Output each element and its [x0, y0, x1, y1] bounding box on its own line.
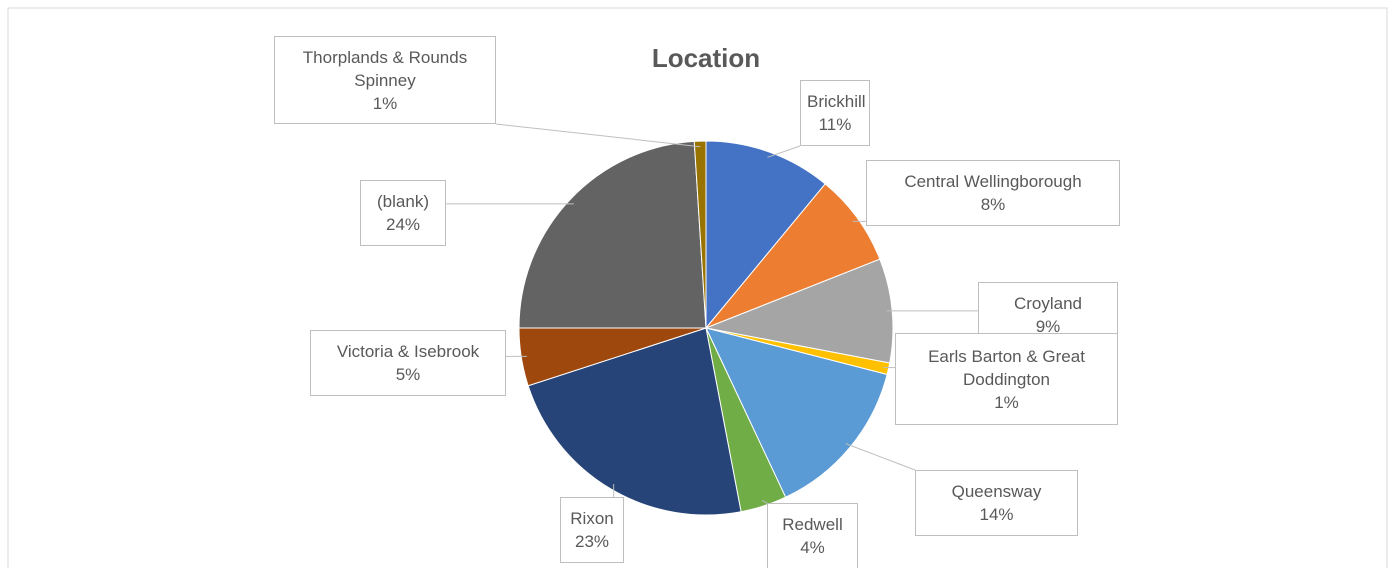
data-label: Brickhill 11% [800, 80, 870, 146]
data-label: Rixon 23% [560, 497, 624, 563]
label-value: 24% [385, 215, 421, 234]
label-name: Redwell [782, 515, 843, 534]
leader-line [495, 123, 701, 148]
data-label: Redwell 4% [767, 503, 858, 568]
label-name: Queensway [951, 482, 1042, 501]
label-name: (blank) [377, 192, 429, 211]
label-value: 5% [395, 365, 421, 384]
label-name: Brickhill [807, 92, 866, 111]
label-name: Thorplands & Rounds Spinney [302, 47, 468, 90]
pie-slice [518, 140, 707, 329]
label-value: 4% [800, 538, 825, 557]
label-value: 9% [1035, 317, 1061, 336]
label-name: Rixon [570, 509, 614, 528]
label-value: 14% [979, 505, 1014, 524]
chart-border [7, 7, 1388, 568]
label-value: 1% [994, 392, 1019, 412]
leader-line [845, 443, 916, 471]
data-label: Victoria & Isebrook 5% [310, 330, 506, 396]
label-value: 1% [372, 93, 398, 113]
leader-line [761, 500, 768, 504]
label-name: Victoria & Isebrook [336, 342, 480, 361]
pie-slice [705, 327, 888, 498]
data-label: (blank) 24% [360, 180, 446, 246]
label-name: Central Wellingborough [904, 172, 1082, 191]
label-name: Croyland [1013, 294, 1083, 313]
label-value: 11% [818, 115, 852, 134]
label-value: 23% [574, 532, 610, 551]
pie-slice [527, 327, 742, 516]
label-value: 8% [980, 195, 1006, 214]
pie-slice [704, 258, 894, 364]
data-label: Queensway 14% [915, 470, 1078, 536]
leader-line [767, 145, 801, 158]
data-label: Earls Barton & Great Doddington 1% [895, 333, 1118, 425]
pie-slice [705, 183, 881, 329]
label-name: Earls Barton & Great Doddington [928, 346, 1085, 389]
data-label: Central Wellingborough 8% [866, 160, 1120, 226]
data-label: Thorplands & Rounds Spinney 1% [274, 36, 496, 124]
pie-slice [693, 140, 707, 329]
pie-slice [705, 140, 826, 330]
chart-title: Location [652, 43, 760, 73]
